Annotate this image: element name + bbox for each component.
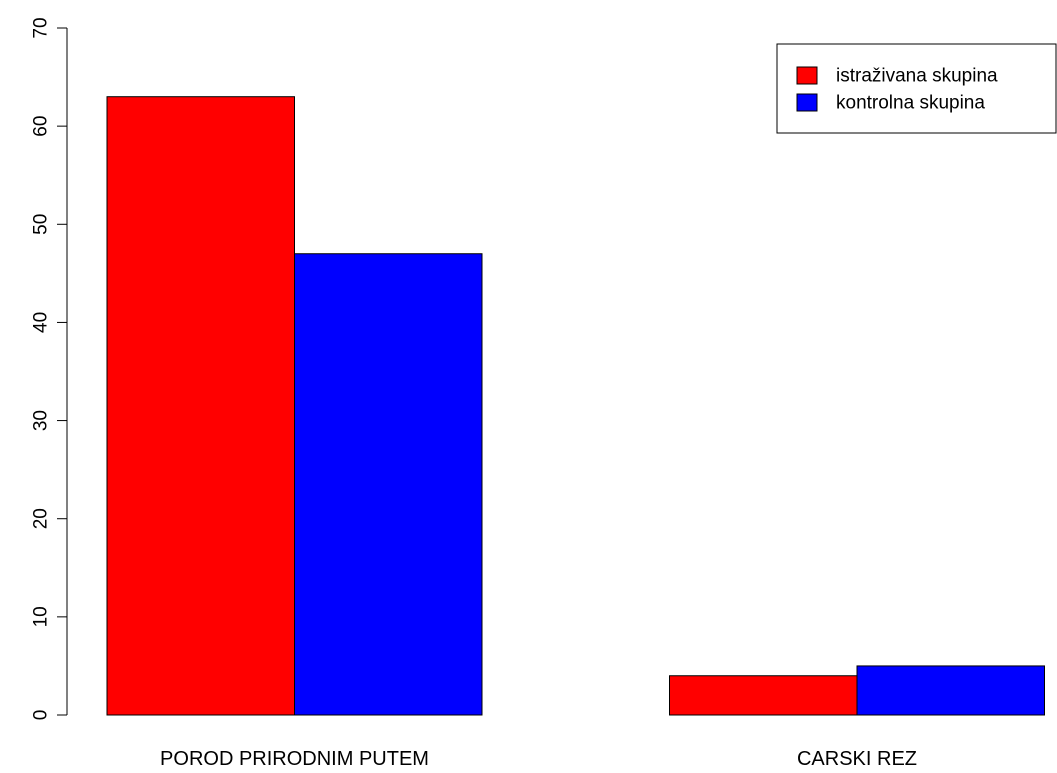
y-tick-label: 20 bbox=[31, 508, 52, 529]
y-tick-label: 0 bbox=[31, 710, 52, 721]
bars bbox=[106, 96, 1045, 716]
y-tick-label: 70 bbox=[31, 17, 52, 38]
bar-series-1 bbox=[669, 675, 858, 716]
y-tick-label: 50 bbox=[31, 214, 52, 235]
y-ticks: 0 10 20 30 40 50 60 70 bbox=[31, 17, 67, 721]
bar-series-2 bbox=[856, 665, 1045, 716]
y-tick-label: 10 bbox=[31, 606, 52, 627]
legend-items: istraživana skupina kontrolna skupina bbox=[796, 66, 998, 114]
y-tick-label: 40 bbox=[31, 312, 52, 333]
legend: istraživana skupina kontrolna skupina bbox=[776, 43, 1057, 134]
bar-series-2 bbox=[294, 253, 483, 716]
legend-swatch bbox=[796, 66, 818, 85]
bar-series-1 bbox=[106, 96, 295, 716]
legend-box bbox=[776, 43, 1057, 134]
category-label: POROD PRIRODNIM PUTEM bbox=[160, 748, 429, 770]
legend-label: istraživana skupina bbox=[836, 66, 998, 87]
y-tick-label: 30 bbox=[31, 410, 52, 431]
y-tick-label: 60 bbox=[31, 116, 52, 137]
legend-swatch bbox=[796, 93, 818, 112]
category-label: CARSKI REZ bbox=[797, 748, 917, 770]
y-axis: 0 10 20 30 40 50 60 70 bbox=[31, 17, 68, 720]
category-labels: POROD PRIRODNIM PUTEM CARSKI REZ bbox=[160, 748, 917, 770]
legend-label: kontrolna skupina bbox=[836, 93, 985, 114]
